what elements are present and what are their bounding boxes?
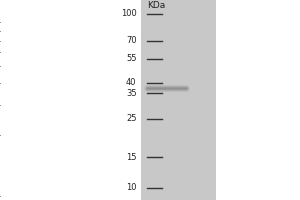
Bar <box>141 0 216 200</box>
Text: KDa: KDa <box>147 1 165 10</box>
Text: 15: 15 <box>126 153 136 162</box>
Text: 35: 35 <box>126 89 136 98</box>
Text: 55: 55 <box>126 54 136 63</box>
Text: 100: 100 <box>121 9 136 18</box>
Text: 25: 25 <box>126 114 136 123</box>
Text: 70: 70 <box>126 36 136 45</box>
Text: 40: 40 <box>126 78 136 87</box>
Text: 10: 10 <box>126 183 136 192</box>
